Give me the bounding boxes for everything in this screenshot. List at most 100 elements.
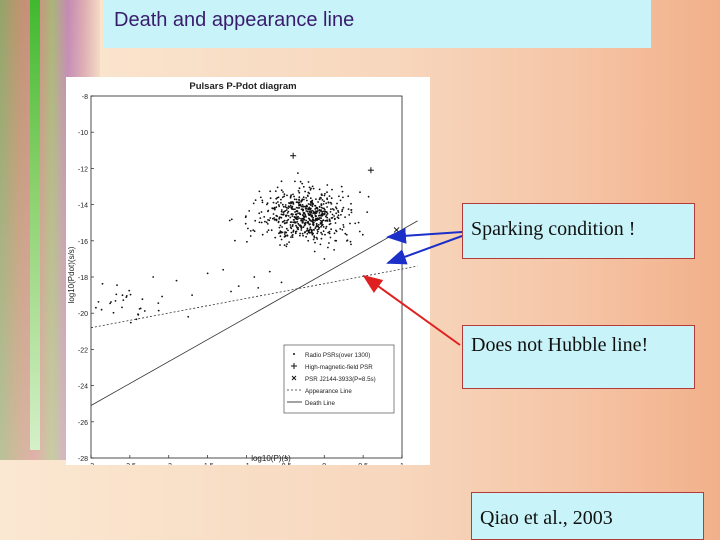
radio-psr-point — [309, 226, 312, 229]
radio-psr-point — [261, 201, 264, 204]
y-tick-label: -28 — [78, 456, 88, 463]
x-tick-label: 0 — [322, 463, 326, 465]
radio-psr-point — [337, 211, 340, 214]
radio-psr-point — [333, 209, 335, 211]
annotation-sparking-condition: Sparking condition ! — [462, 203, 695, 259]
radio-psr-point — [275, 218, 278, 221]
radio-psr-point — [350, 202, 352, 205]
radio-psr-point — [97, 301, 100, 303]
radio-psr-point — [280, 198, 282, 201]
radio-psr-point — [247, 227, 249, 230]
radio-psr-point — [337, 217, 340, 220]
y-tick-label: -12 — [78, 166, 88, 173]
radio-psr-point — [283, 219, 286, 222]
radio-psr-point — [291, 236, 294, 239]
radio-psr-point — [304, 205, 306, 208]
radio-psr-point — [320, 217, 322, 220]
radio-psr-point — [308, 214, 311, 216]
radio-psr-point — [319, 196, 322, 199]
radio-psr-point — [312, 210, 315, 213]
radio-psr-point — [312, 238, 315, 241]
legend-marker-dot — [293, 353, 295, 355]
legend: Radio PSRs(over 1300) High-magnetic-field… — [283, 344, 395, 414]
radio-psr-point — [307, 191, 310, 194]
radio-psr-point — [308, 232, 311, 234]
ppdot-chart: Pulsars P-Pdot diagram -8-10-12-14-16-18… — [67, 81, 418, 470]
radio-psr-point — [290, 236, 292, 239]
x-tick-label: -2.5 — [124, 463, 136, 465]
radio-psr-point — [287, 207, 290, 210]
radio-psr-point — [321, 221, 323, 224]
radio-psr-point — [291, 234, 294, 236]
legend-label: Appearance Line — [305, 388, 352, 395]
radio-psr-point — [312, 219, 315, 222]
radio-psr-point — [302, 185, 305, 188]
radio-psr-point — [230, 290, 232, 293]
radio-psr-point — [284, 206, 287, 208]
radio-psr-point — [279, 216, 281, 219]
radio-psr-point — [314, 241, 316, 244]
radio-psr-point — [266, 223, 269, 225]
psr-j2144-point — [393, 227, 400, 233]
radio-psr-point — [137, 313, 139, 316]
radio-psr-point — [305, 219, 308, 222]
radio-psr-point — [277, 220, 280, 223]
radio-psr-point — [342, 206, 345, 209]
radio-psr-point — [357, 221, 360, 224]
radio-psr-point — [303, 215, 306, 218]
legend-marker-plus — [291, 363, 297, 369]
radio-psr-point — [318, 198, 321, 201]
radio-psr-point — [246, 240, 248, 243]
radio-psr-point — [328, 230, 331, 233]
radio-psr-point — [335, 230, 338, 233]
radio-psr-point — [295, 213, 298, 216]
radio-psr-point — [266, 231, 269, 233]
high-field-psr-point — [290, 152, 297, 159]
radio-psr-point — [157, 309, 160, 312]
x-tick-label: -1.5 — [202, 463, 214, 465]
radio-psr-point — [275, 214, 278, 217]
radio-psr-point — [327, 231, 330, 234]
radio-psr-point — [325, 225, 328, 228]
radio-psr-point — [294, 211, 296, 213]
radio-psr-point — [316, 210, 319, 212]
radio-psr-point — [323, 200, 325, 203]
x-tick-label: 1 — [400, 463, 404, 465]
y-tick-label: -8 — [82, 94, 88, 101]
radio-psr-point — [311, 205, 314, 208]
radio-psr-point — [335, 239, 338, 242]
radio-psr-point — [318, 212, 321, 214]
radio-psr-point — [309, 208, 311, 211]
radio-psr-point — [284, 204, 287, 206]
radio-psr-point — [244, 216, 247, 219]
radio-psr-point — [315, 236, 318, 239]
radio-psr-point — [311, 185, 314, 188]
radio-psr-point — [254, 219, 257, 222]
x-tick-label: -3 — [88, 463, 94, 465]
radio-psr-point — [280, 209, 283, 211]
radio-psr-point — [286, 243, 288, 246]
radio-psr-point — [348, 214, 351, 216]
radio-psr-point — [206, 272, 209, 275]
radio-psr-point — [282, 211, 285, 214]
radio-psr-point — [337, 214, 340, 217]
y-tick-label: -16 — [78, 239, 88, 246]
radio-psr-point — [323, 212, 326, 215]
radio-psr-point — [121, 294, 124, 297]
radio-psr-point — [280, 180, 283, 183]
radio-psr-point — [310, 201, 312, 204]
radio-psr-point — [298, 207, 301, 209]
radio-psr-point — [291, 225, 294, 228]
radio-psr-point — [234, 239, 236, 242]
radio-psr-point — [322, 219, 325, 222]
radio-psr-point — [318, 188, 321, 191]
radio-psr-point — [301, 204, 304, 206]
radio-psr-point — [283, 222, 286, 225]
radio-psr-point — [110, 301, 112, 303]
radio-psr-point — [297, 190, 300, 192]
radio-psr-point — [331, 213, 334, 216]
radio-psr-point — [269, 217, 272, 219]
appearance-line — [90, 265, 418, 329]
radio-psr-point — [318, 205, 321, 208]
radio-psr-point — [260, 211, 263, 213]
